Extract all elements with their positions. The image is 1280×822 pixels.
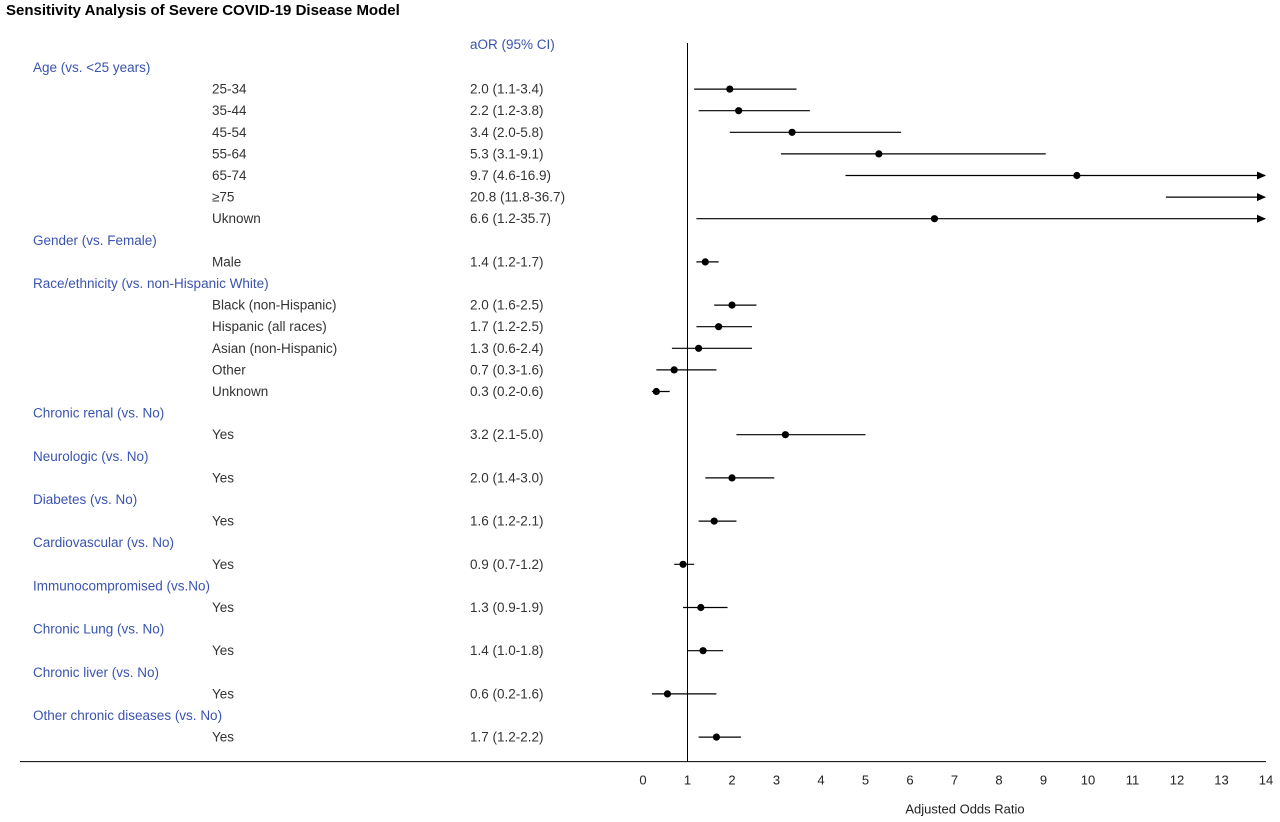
row-label: Yes: [212, 427, 234, 442]
point-estimate: [699, 647, 707, 655]
x-tick-label: 8: [995, 773, 1002, 788]
row-label: 25-34: [212, 82, 247, 97]
x-tick-label: 2: [728, 773, 735, 788]
aor-ci-text: 1.4 (1.0-1.8): [470, 643, 544, 658]
plot-rows: Age (vs. <25 years) 25-34 2.0 (1.1-3.4) 35-…: [33, 60, 1266, 745]
x-tick-label: 14: [1259, 773, 1273, 788]
aor-ci-text: 1.6 (1.2-2.1): [470, 514, 544, 529]
aor-ci-text: 6.6 (1.2-35.7): [470, 211, 551, 226]
x-tick-label: 13: [1214, 773, 1228, 788]
x-tick-label: 6: [906, 773, 913, 788]
group-label: Neurologic (vs. No): [33, 449, 149, 464]
row-label: Male: [212, 254, 241, 269]
group-label: Immunocompromised (vs.No): [33, 578, 210, 593]
group-label: Age (vs. <25 years): [33, 60, 150, 75]
group-label: Diabetes (vs. No): [33, 492, 137, 507]
aor-ci-text: 1.7 (1.2-2.5): [470, 319, 544, 334]
row-label: 35-44: [212, 103, 247, 118]
aor-ci-text: 2.0 (1.1-3.4): [470, 82, 544, 97]
ci-arrow: [1257, 214, 1266, 223]
row-label: Uknown: [212, 211, 261, 226]
point-estimate: [728, 301, 736, 309]
row-label: 65-74: [212, 168, 247, 183]
row-label: 55-64: [212, 146, 247, 161]
point-estimate: [697, 603, 705, 612]
point-estimate: [930, 215, 939, 223]
x-tick-label: 0: [639, 773, 646, 788]
aor-ci-text: 0.3 (0.2-0.6): [470, 384, 544, 399]
point-estimate: [1073, 171, 1081, 180]
point-estimate: [701, 258, 709, 266]
row-label: Unknown: [212, 384, 268, 399]
point-estimate: [679, 560, 687, 568]
aor-ci-text: 1.7 (1.2-2.2): [470, 730, 544, 745]
row-label: Yes: [212, 730, 234, 745]
row-label: Other: [212, 362, 246, 377]
point-estimate: [875, 150, 883, 158]
ci-arrow: [1257, 193, 1266, 202]
x-tick-label: 12: [1170, 773, 1184, 788]
row-label: Yes: [212, 514, 234, 529]
aor-ci-text: 0.9 (0.7-1.2): [470, 557, 544, 572]
row-label: Yes: [212, 686, 234, 701]
aor-ci-text: 2.2 (1.2-3.8): [470, 103, 544, 118]
x-tick-label: 10: [1081, 773, 1095, 788]
group-label: Chronic Lung (vs. No): [33, 622, 164, 637]
x-tick-label: 7: [951, 773, 958, 788]
chart-title: Sensitivity Analysis of Severe COVID-19 …: [6, 2, 400, 19]
aor-ci-text: 1.3 (0.9-1.9): [470, 600, 544, 615]
x-tick-label: 11: [1126, 773, 1140, 788]
group-label: Other chronic diseases (vs. No): [33, 708, 222, 723]
aor-ci-text: 3.4 (2.0-5.8): [470, 125, 544, 140]
or-column-header: aOR (95% CI): [470, 37, 555, 52]
aor-ci-text: 1.4 (1.2-1.7): [470, 254, 544, 269]
x-tick-label: 9: [1040, 773, 1047, 788]
aor-ci-text: 0.7 (0.3-1.6): [470, 362, 544, 377]
point-estimate: [663, 690, 672, 698]
point-estimate: [652, 387, 660, 396]
row-label: Yes: [212, 643, 234, 658]
aor-ci-text: 2.0 (1.4-3.0): [470, 470, 544, 485]
row-label: Yes: [212, 557, 234, 572]
row-label: Asian (non-Hispanic): [212, 341, 337, 356]
point-estimate: [670, 366, 678, 374]
group-label: Race/ethnicity (vs. non-Hispanic White): [33, 276, 269, 291]
row-label: Yes: [212, 470, 234, 485]
aor-ci-text: 3.2 (2.1-5.0): [470, 427, 544, 442]
aor-ci-text: 1.3 (0.6-2.4): [470, 341, 544, 356]
row-label: Hispanic (all races): [212, 319, 327, 334]
point-estimate: [781, 431, 790, 439]
point-estimate: [728, 474, 736, 482]
x-tick-label: 3: [773, 773, 780, 788]
aor-ci-text: 0.6 (0.2-1.6): [470, 686, 544, 701]
x-tick-label: 1: [684, 773, 691, 788]
x-tick-label: 4: [817, 773, 824, 788]
group-label: Chronic renal (vs. No): [33, 406, 164, 421]
x-tick-label: 5: [862, 773, 869, 788]
point-estimate: [715, 323, 723, 331]
row-label: Black (non-Hispanic): [212, 298, 337, 313]
x-axis-ticks: 0 1 2 3 4 5 6 7 8 9 10 11 12 13 14: [639, 773, 1273, 788]
group-label: Chronic liver (vs. No): [33, 665, 159, 680]
point-estimate: [695, 344, 703, 352]
x-axis-label: Adjusted Odds Ratio: [905, 802, 1024, 817]
point-estimate: [710, 517, 718, 525]
row-label: 45-54: [212, 125, 247, 140]
aor-ci-text: 20.8 (11.8-36.7): [470, 190, 565, 205]
group-label: Cardiovascular (vs. No): [33, 535, 174, 550]
ci-arrow: [1257, 171, 1266, 180]
aor-ci-text: 9.7 (4.6-16.9): [470, 168, 551, 183]
group-label: Gender (vs. Female): [33, 233, 157, 248]
row-label: ≥75: [212, 190, 234, 205]
row-label: Yes: [212, 600, 234, 615]
point-estimate: [712, 733, 721, 741]
point-estimate: [726, 85, 734, 93]
point-estimate: [735, 107, 743, 115]
aor-ci-text: 2.0 (1.6-2.5): [470, 298, 544, 313]
point-estimate: [788, 128, 796, 136]
aor-ci-text: 5.3 (3.1-9.1): [470, 146, 544, 161]
